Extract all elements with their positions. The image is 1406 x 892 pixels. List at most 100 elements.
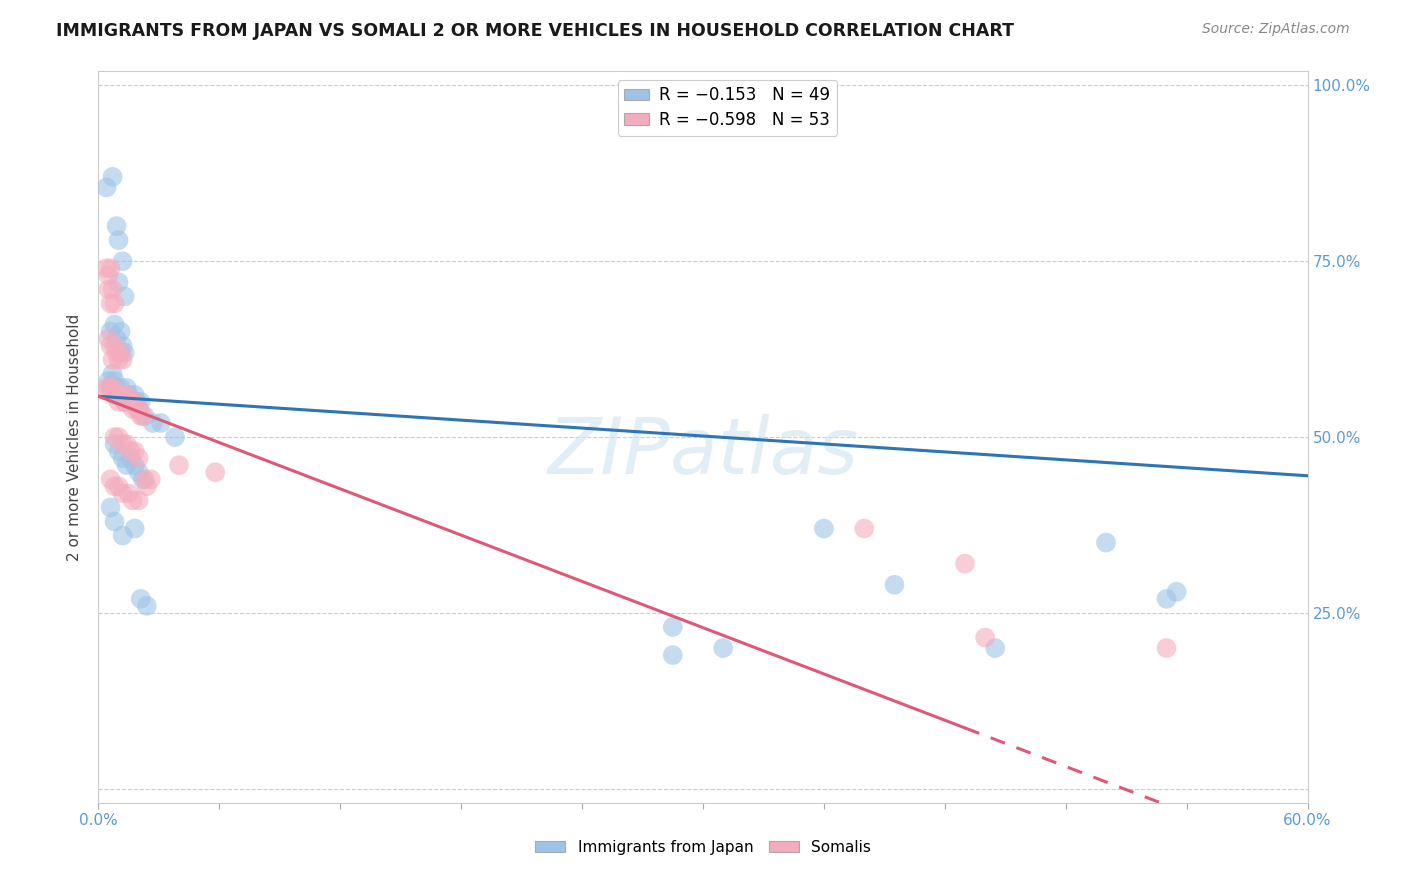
Y-axis label: 2 or more Vehicles in Household: 2 or more Vehicles in Household [67,313,83,561]
Point [97,282,120,296]
Point [101,352,124,367]
Point [105,381,128,395]
Point [110,345,132,359]
Point [1166,584,1188,599]
Point [114,395,136,409]
Point [853,521,876,535]
Point [1095,535,1118,549]
Point [128,451,150,466]
Point [105,219,128,233]
Point [134,472,156,486]
Point [115,388,138,402]
Point [121,401,143,416]
Point [661,620,683,634]
Point [163,430,186,444]
Point [711,641,734,656]
Point [103,318,125,332]
Point [103,388,125,402]
Point [115,381,138,395]
Point [100,472,122,486]
Point [107,233,129,247]
Point [167,458,190,473]
Point [103,374,125,388]
Point [111,437,134,451]
Point [984,641,1007,656]
Point [134,409,156,423]
Point [96,261,118,276]
Point [121,395,143,409]
Point [103,437,125,451]
Text: ZIPatlas: ZIPatlas [547,414,859,490]
Point [125,395,148,409]
Point [107,395,129,409]
Point [103,515,125,529]
Point [110,381,132,395]
Point [974,631,997,645]
Point [120,395,142,409]
Point [132,472,155,486]
Point [105,388,128,402]
Point [105,332,128,346]
Point [128,401,150,416]
Point [111,339,134,353]
Point [1156,641,1178,656]
Point [128,465,150,479]
Point [97,332,120,346]
Point [118,395,141,409]
Point [128,493,150,508]
Point [100,339,122,353]
Point [111,451,134,466]
Point [111,352,134,367]
Point [125,401,148,416]
Point [97,381,120,395]
Point [103,430,125,444]
Point [103,339,125,353]
Point [142,416,165,430]
Point [101,282,124,296]
Point [121,493,143,508]
Point [111,254,134,268]
Point [101,367,124,381]
Point [107,444,129,458]
Text: IMMIGRANTS FROM JAPAN VS SOMALI 2 OR MORE VEHICLES IN HOUSEHOLD CORRELATION CHAR: IMMIGRANTS FROM JAPAN VS SOMALI 2 OR MOR… [56,22,1014,40]
Point [114,345,136,359]
Point [111,388,134,402]
Point [107,430,129,444]
Point [132,409,155,423]
Point [107,276,129,290]
Point [114,289,136,303]
Point [124,395,146,409]
Point [115,437,138,451]
Point [129,409,152,423]
Point [97,268,120,283]
Point [110,325,132,339]
Point [124,444,146,458]
Point [135,479,157,493]
Point [111,388,134,402]
Point [96,180,118,194]
Point [118,388,141,402]
Point [118,486,141,500]
Point [101,381,124,395]
Point [114,395,136,409]
Point [120,444,142,458]
Point [953,557,976,571]
Point [129,591,152,606]
Point [120,395,142,409]
Point [1156,591,1178,606]
Point [129,395,152,409]
Point [107,479,129,493]
Point [813,521,835,535]
Point [100,381,122,395]
Point [111,528,134,542]
Point [204,465,226,479]
Point [103,479,125,493]
Point [100,381,122,395]
Point [97,374,120,388]
Point [115,458,138,473]
Point [101,169,124,184]
Point [883,578,905,592]
Point [661,648,683,662]
Point [120,451,142,466]
Point [100,296,122,310]
